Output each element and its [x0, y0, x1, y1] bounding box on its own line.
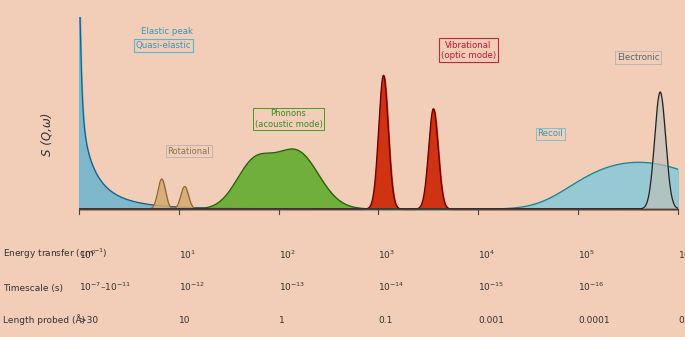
Text: 10$^{-14}$: 10$^{-14}$ [378, 281, 405, 293]
Text: Phonons
(acoustic mode): Phonons (acoustic mode) [255, 110, 323, 129]
Text: 10$^6$: 10$^6$ [678, 249, 685, 261]
Text: S (Q,ω): S (Q,ω) [40, 112, 53, 155]
Text: 1: 1 [279, 316, 284, 325]
Text: 0.0001: 0.0001 [578, 316, 610, 325]
Text: >30: >30 [79, 316, 98, 325]
Text: 0.001: 0.001 [478, 316, 504, 325]
Text: 10$^{-15}$: 10$^{-15}$ [478, 281, 505, 293]
Text: Vibrational
(optic mode): Vibrational (optic mode) [441, 40, 496, 60]
Text: Rotational: Rotational [167, 147, 210, 156]
Text: 10$^4$: 10$^4$ [478, 249, 495, 261]
Text: 10: 10 [179, 316, 190, 325]
Text: 10$^0$: 10$^0$ [79, 249, 96, 261]
Text: 10$^{-13}$: 10$^{-13}$ [279, 281, 305, 293]
Text: Length probed (Å): Length probed (Å) [3, 314, 86, 325]
Text: Electronic: Electronic [617, 53, 660, 62]
Text: Energy transfer (cm$^{-1}$): Energy transfer (cm$^{-1}$) [3, 247, 108, 261]
Text: 10$^{-12}$: 10$^{-12}$ [179, 281, 205, 293]
Text: 10$^{-7}$–10$^{-11}$: 10$^{-7}$–10$^{-11}$ [79, 281, 131, 293]
Text: 10$^2$: 10$^2$ [279, 249, 295, 261]
Text: 10$^3$: 10$^3$ [378, 249, 395, 261]
Text: Timescale (s): Timescale (s) [3, 284, 64, 293]
Text: 10$^1$: 10$^1$ [179, 249, 196, 261]
Text: 0.1: 0.1 [378, 316, 393, 325]
Text: 10$^{-16}$: 10$^{-16}$ [578, 281, 605, 293]
Text: Quasi-elastic: Quasi-elastic [136, 41, 191, 50]
Text: 10$^5$: 10$^5$ [578, 249, 595, 261]
Text: Elastic peak: Elastic peak [140, 27, 192, 36]
Text: 0.00001: 0.00001 [678, 316, 685, 325]
Text: Recoil: Recoil [538, 129, 563, 138]
